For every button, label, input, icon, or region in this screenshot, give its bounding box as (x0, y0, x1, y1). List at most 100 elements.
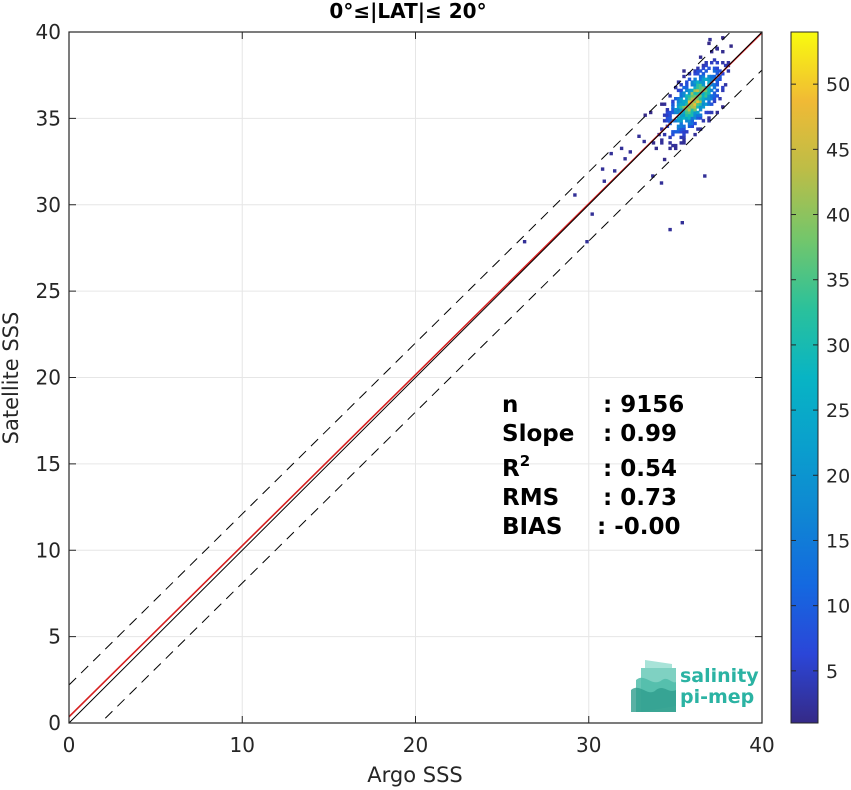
density-cell (712, 74, 717, 79)
density-cell (660, 127, 664, 131)
density-cell (685, 94, 689, 98)
density-cell (679, 108, 683, 112)
density-cell (698, 113, 703, 117)
density-cell (707, 110, 711, 115)
density-cell (715, 88, 719, 93)
density-cell (696, 97, 700, 101)
y-tick-label: 0 (48, 711, 61, 735)
density-cell (679, 102, 683, 106)
density-outlier (637, 134, 641, 138)
density-cell (707, 94, 711, 98)
density-cell (710, 77, 714, 81)
density-cell (679, 121, 683, 126)
stat-slope-label: Slope (502, 421, 574, 447)
density-cell (685, 119, 689, 123)
density-cell (676, 99, 681, 104)
density-cell (710, 61, 714, 65)
density-cell (682, 135, 686, 140)
density-cell (707, 74, 711, 79)
density-cell (704, 94, 708, 98)
density-cell (721, 85, 725, 90)
density-outlier (659, 181, 664, 185)
density-cell (696, 113, 700, 117)
density-cell (701, 80, 706, 84)
density-cell (660, 141, 664, 145)
density-cell (674, 85, 678, 90)
stat-r2-base: R (502, 456, 520, 482)
density-cell (690, 91, 694, 95)
colorbar-tick-label: 5 (826, 661, 838, 683)
density-cell (679, 113, 683, 117)
density-cell (704, 97, 708, 101)
density-cell (690, 116, 694, 120)
density-cell (674, 108, 678, 112)
density-cell (704, 61, 708, 65)
density-cell (687, 94, 692, 98)
density-cell (676, 97, 681, 101)
density-cell (698, 99, 703, 104)
density-cell (676, 110, 681, 115)
density-cell (707, 102, 711, 106)
y-tick-label: 30 (36, 193, 61, 217)
colorbar (790, 31, 819, 724)
density-cell (710, 97, 714, 101)
density-cell (682, 132, 686, 137)
stats-box: n : 9156 Slope : 0.99 R2 : 0.54 RMS : 0.… (502, 392, 684, 540)
density-cell (698, 69, 703, 73)
density-cell (687, 121, 692, 126)
density-cell (690, 80, 694, 84)
density-cell (701, 119, 706, 123)
density-cell (698, 77, 703, 81)
density-cell (682, 94, 686, 98)
x-tick-label: 40 (749, 733, 774, 757)
colorbar-tick-label: 20 (826, 465, 850, 487)
density-cell (671, 102, 675, 106)
density-cell (710, 110, 714, 115)
density-cell (679, 94, 683, 98)
density-cell (682, 91, 686, 95)
density-cell (682, 102, 686, 106)
density-cell (701, 85, 706, 90)
stat-bias-value: : -0.00 (597, 514, 681, 540)
density-cell (712, 94, 717, 98)
density-cell (685, 130, 689, 134)
density-cell (674, 143, 678, 148)
density-cell (682, 74, 686, 79)
density-cell (693, 121, 697, 126)
density-cell (690, 113, 694, 117)
stat-n-label: n (502, 392, 518, 418)
density-cell (679, 127, 683, 131)
density-cell (693, 102, 697, 106)
density-cell (698, 97, 703, 101)
density-cell (662, 102, 667, 106)
density-cell (698, 80, 703, 84)
density-cell (698, 127, 703, 131)
density-outlier (609, 151, 613, 156)
density-cell (685, 88, 689, 93)
density-cell (671, 132, 675, 137)
density-cell (668, 113, 672, 117)
chart-title: 0°≤|LAT|≤ 20° (329, 0, 486, 23)
regression-lines (69, 32, 762, 723)
colorbar-tick-label: 50 (826, 74, 850, 96)
density-cell (693, 80, 697, 84)
density-cell (723, 63, 728, 68)
density-cell (710, 88, 714, 93)
density-outlier (613, 169, 617, 173)
density-cell (704, 77, 708, 81)
density-outlier (651, 174, 655, 178)
density-cell (674, 130, 678, 134)
density-cell (679, 99, 683, 104)
density-cell (690, 124, 694, 128)
density-cell (710, 83, 714, 87)
density-cell (693, 83, 697, 87)
density-cell (671, 105, 675, 109)
density-cell (696, 127, 700, 131)
density-cell (698, 83, 703, 87)
density-cell (712, 69, 717, 73)
density-cell (676, 108, 681, 112)
colorbar-tick-label: 35 (826, 270, 850, 292)
density-cell (696, 72, 700, 76)
density-cell (701, 77, 706, 81)
density-cell (701, 66, 706, 70)
